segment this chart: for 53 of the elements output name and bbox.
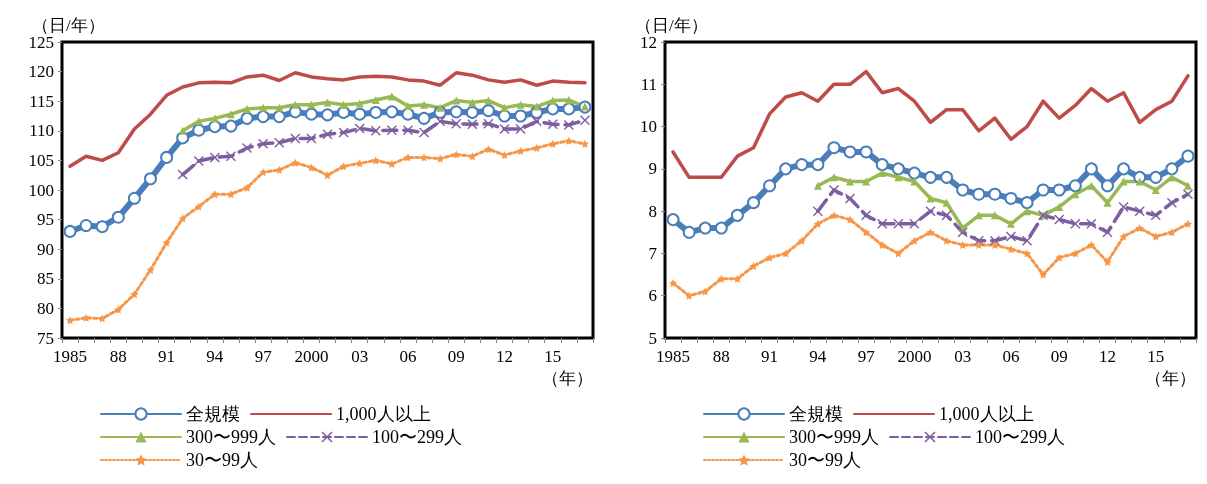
y-tick-label: 75: [37, 328, 54, 348]
y-tick-label: 80: [37, 298, 54, 318]
y-tick-label: 8: [648, 201, 657, 221]
x-tick-label: 06: [1002, 347, 1020, 366]
x-tick-label: 03: [351, 347, 369, 366]
y-tick-label: 120: [28, 62, 54, 82]
legend-label: 100〜299人: [372, 427, 462, 447]
y-axis-title: （日/年）: [635, 15, 708, 35]
x-tick-label: 12: [496, 347, 513, 366]
x-tick-label: 03: [954, 347, 972, 366]
x-tick-label: 12: [1099, 347, 1116, 366]
x-tick-label: 97: [254, 347, 273, 366]
x-tick-label: 88: [712, 347, 730, 366]
y-tick-label: 100: [28, 180, 54, 200]
x-tick-label: 91: [158, 347, 176, 366]
y-tick-label: 90: [37, 239, 54, 259]
x-tick-label: 88: [109, 347, 127, 366]
x-tick-label: 06: [399, 347, 417, 366]
x-tick-label: 1985: [656, 347, 691, 366]
x-tick-label: 91: [761, 347, 779, 366]
x-axis-title: （年）: [542, 369, 593, 388]
x-tick-label: 1985: [53, 347, 88, 366]
legend-label: 300〜999人: [789, 427, 879, 447]
x-tick-label: 09: [447, 347, 465, 366]
legend-label: 30〜99人: [186, 450, 258, 470]
y-tick-label: 95: [37, 210, 54, 230]
x-tick-label: 94: [206, 347, 224, 366]
y-tick-label: 115: [29, 91, 54, 111]
legend-label: 1,000人以上: [939, 404, 1034, 424]
x-tick-label: 2000: [897, 347, 932, 366]
x-tick-label: 15: [544, 347, 562, 366]
x-tick-label: 94: [809, 347, 827, 366]
y-tick-label: 11: [640, 74, 657, 94]
legend-label: 全規模: [186, 404, 240, 424]
legend-label: 全規模: [789, 404, 843, 424]
y-tick-label: 110: [29, 121, 54, 141]
y-tick-label: 6: [648, 286, 657, 306]
y-axis-title: （日/年）: [32, 15, 105, 35]
legend-label: 30〜99人: [789, 450, 861, 470]
x-tick-label: 09: [1050, 347, 1068, 366]
y-tick-label: 85: [37, 269, 54, 289]
x-axis-title: （年）: [1145, 369, 1196, 388]
legend-label: 100〜299人: [975, 427, 1065, 447]
y-tick-label: 105: [28, 150, 54, 170]
legend-label: 300〜999人: [186, 427, 276, 447]
x-tick-label: 15: [1147, 347, 1165, 366]
y-tick-label: 10: [640, 117, 657, 137]
x-tick-label: 97: [857, 347, 876, 366]
legend-label: 1,000人以上: [336, 404, 431, 424]
x-tick-label: 2000: [294, 347, 329, 366]
y-tick-label: 7: [648, 243, 658, 263]
y-tick-label: 5: [648, 328, 657, 348]
y-tick-label: 9: [648, 159, 657, 179]
